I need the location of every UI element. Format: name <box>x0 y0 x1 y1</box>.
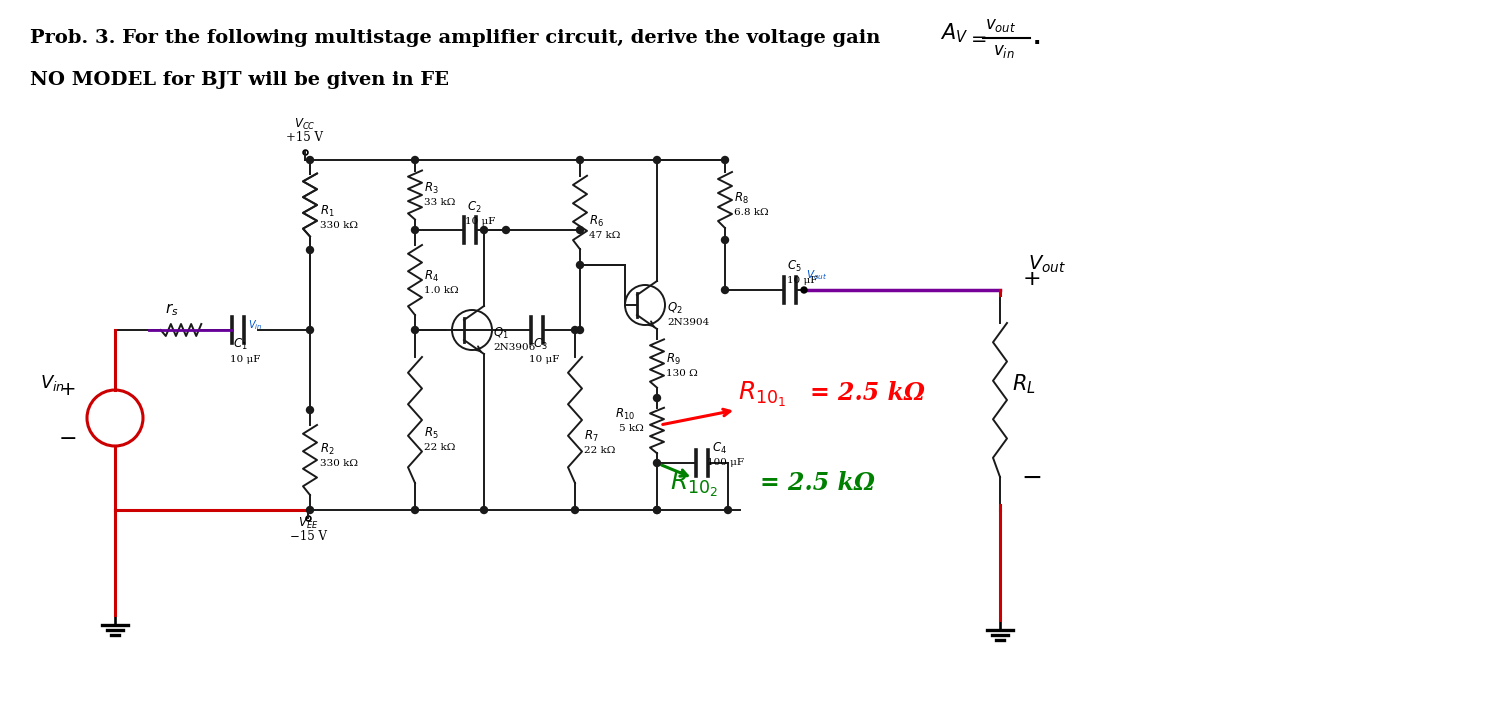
Text: 10 μF: 10 μF <box>465 217 495 226</box>
Text: 5 kΩ: 5 kΩ <box>620 424 644 433</box>
Circle shape <box>411 327 419 333</box>
Circle shape <box>576 226 584 233</box>
Circle shape <box>722 157 729 164</box>
Text: $V_{out}$: $V_{out}$ <box>806 268 826 281</box>
Text: $R_3$: $R_3$ <box>424 181 438 196</box>
Circle shape <box>411 157 419 164</box>
Text: $R_2$: $R_2$ <box>320 442 334 457</box>
Text: = 2.5 kΩ: = 2.5 kΩ <box>760 471 874 495</box>
Circle shape <box>480 506 488 513</box>
Text: $A_V$: $A_V$ <box>940 22 968 45</box>
Text: 22 kΩ: 22 kΩ <box>424 443 456 452</box>
Circle shape <box>411 226 419 233</box>
Text: $v_{in}$: $v_{in}$ <box>993 44 1014 60</box>
Text: $V_{out}$: $V_{out}$ <box>1028 254 1066 275</box>
Text: $R_{10_1}$: $R_{10_1}$ <box>738 380 786 409</box>
Text: Prob. 3. For the following multistage amplifier circuit, derive the voltage gain: Prob. 3. For the following multistage am… <box>30 29 886 47</box>
Circle shape <box>724 506 732 513</box>
Text: $Q_2$: $Q_2$ <box>668 301 682 316</box>
Text: 22 kΩ: 22 kΩ <box>584 446 615 455</box>
Circle shape <box>576 327 584 333</box>
Circle shape <box>306 327 314 333</box>
Text: $r_s$: $r_s$ <box>165 301 178 317</box>
Text: 2N3906: 2N3906 <box>494 343 536 352</box>
Circle shape <box>576 261 584 269</box>
Circle shape <box>654 506 660 513</box>
Text: +15 V: +15 V <box>286 131 324 144</box>
Text: $R_7$: $R_7$ <box>584 429 598 444</box>
Text: $R_8$: $R_8$ <box>734 191 748 206</box>
Circle shape <box>411 506 419 513</box>
Text: $V_{in}$: $V_{in}$ <box>39 373 64 393</box>
Text: 33 kΩ: 33 kΩ <box>424 198 456 207</box>
Circle shape <box>572 327 579 333</box>
Circle shape <box>801 287 807 293</box>
Text: .: . <box>1034 28 1041 48</box>
Text: 130 Ω: 130 Ω <box>666 369 698 378</box>
Circle shape <box>654 460 660 467</box>
Circle shape <box>654 157 660 164</box>
Text: $v_{out}$: $v_{out}$ <box>986 17 1017 34</box>
Circle shape <box>306 506 314 513</box>
Text: 330 kΩ: 330 kΩ <box>320 221 358 230</box>
Text: +: + <box>60 380 76 399</box>
Text: 47 kΩ: 47 kΩ <box>590 231 621 240</box>
Text: $V_{EE}$: $V_{EE}$ <box>298 516 318 531</box>
Text: $R_6$: $R_6$ <box>590 214 604 229</box>
Text: −: − <box>58 429 78 449</box>
Text: $V_{CC}$: $V_{CC}$ <box>294 117 316 132</box>
Text: $V_{in}$: $V_{in}$ <box>248 318 262 332</box>
Text: $C_4$: $C_4$ <box>712 441 728 456</box>
Circle shape <box>503 226 510 233</box>
Text: NO MODEL for BJT will be given in FE: NO MODEL for BJT will be given in FE <box>30 71 448 89</box>
Text: $R_1$: $R_1$ <box>320 204 334 219</box>
Text: −15 V: −15 V <box>290 530 327 543</box>
Text: 10 μF: 10 μF <box>788 276 818 285</box>
Text: $R_9$: $R_9$ <box>666 352 681 367</box>
Circle shape <box>654 394 660 401</box>
Circle shape <box>576 157 584 164</box>
Circle shape <box>306 406 314 414</box>
Text: 10 μF: 10 μF <box>530 355 560 364</box>
Text: $R_{10_2}$: $R_{10_2}$ <box>670 470 718 499</box>
Text: $R_{10}$: $R_{10}$ <box>615 407 634 422</box>
Circle shape <box>480 226 488 233</box>
Text: −: − <box>1022 466 1042 490</box>
Circle shape <box>306 246 314 253</box>
Text: 100 μF: 100 μF <box>706 458 744 467</box>
Text: 10 μF: 10 μF <box>230 355 261 364</box>
Text: = 2.5 kΩ: = 2.5 kΩ <box>810 381 926 405</box>
Circle shape <box>722 236 729 243</box>
Text: 6.8 kΩ: 6.8 kΩ <box>734 208 768 217</box>
Circle shape <box>306 157 314 164</box>
Text: $R_L$: $R_L$ <box>1013 372 1036 396</box>
Text: +: + <box>1023 269 1041 289</box>
Text: $R_5$: $R_5$ <box>424 426 438 441</box>
Text: $C_1$: $C_1$ <box>232 337 248 352</box>
Circle shape <box>654 506 660 513</box>
Text: 2N3904: 2N3904 <box>668 318 710 327</box>
Text: 1.0 kΩ: 1.0 kΩ <box>424 286 459 295</box>
Text: $R_4$: $R_4$ <box>424 269 439 284</box>
Circle shape <box>722 286 729 294</box>
Circle shape <box>572 506 579 513</box>
Text: $C_3$: $C_3$ <box>532 337 548 352</box>
Text: $C_5$: $C_5$ <box>788 259 801 274</box>
Text: $=$: $=$ <box>968 29 987 47</box>
Text: 330 kΩ: 330 kΩ <box>320 459 358 468</box>
Text: $Q_1$: $Q_1$ <box>494 326 508 341</box>
Text: $C_2$: $C_2$ <box>466 200 482 215</box>
